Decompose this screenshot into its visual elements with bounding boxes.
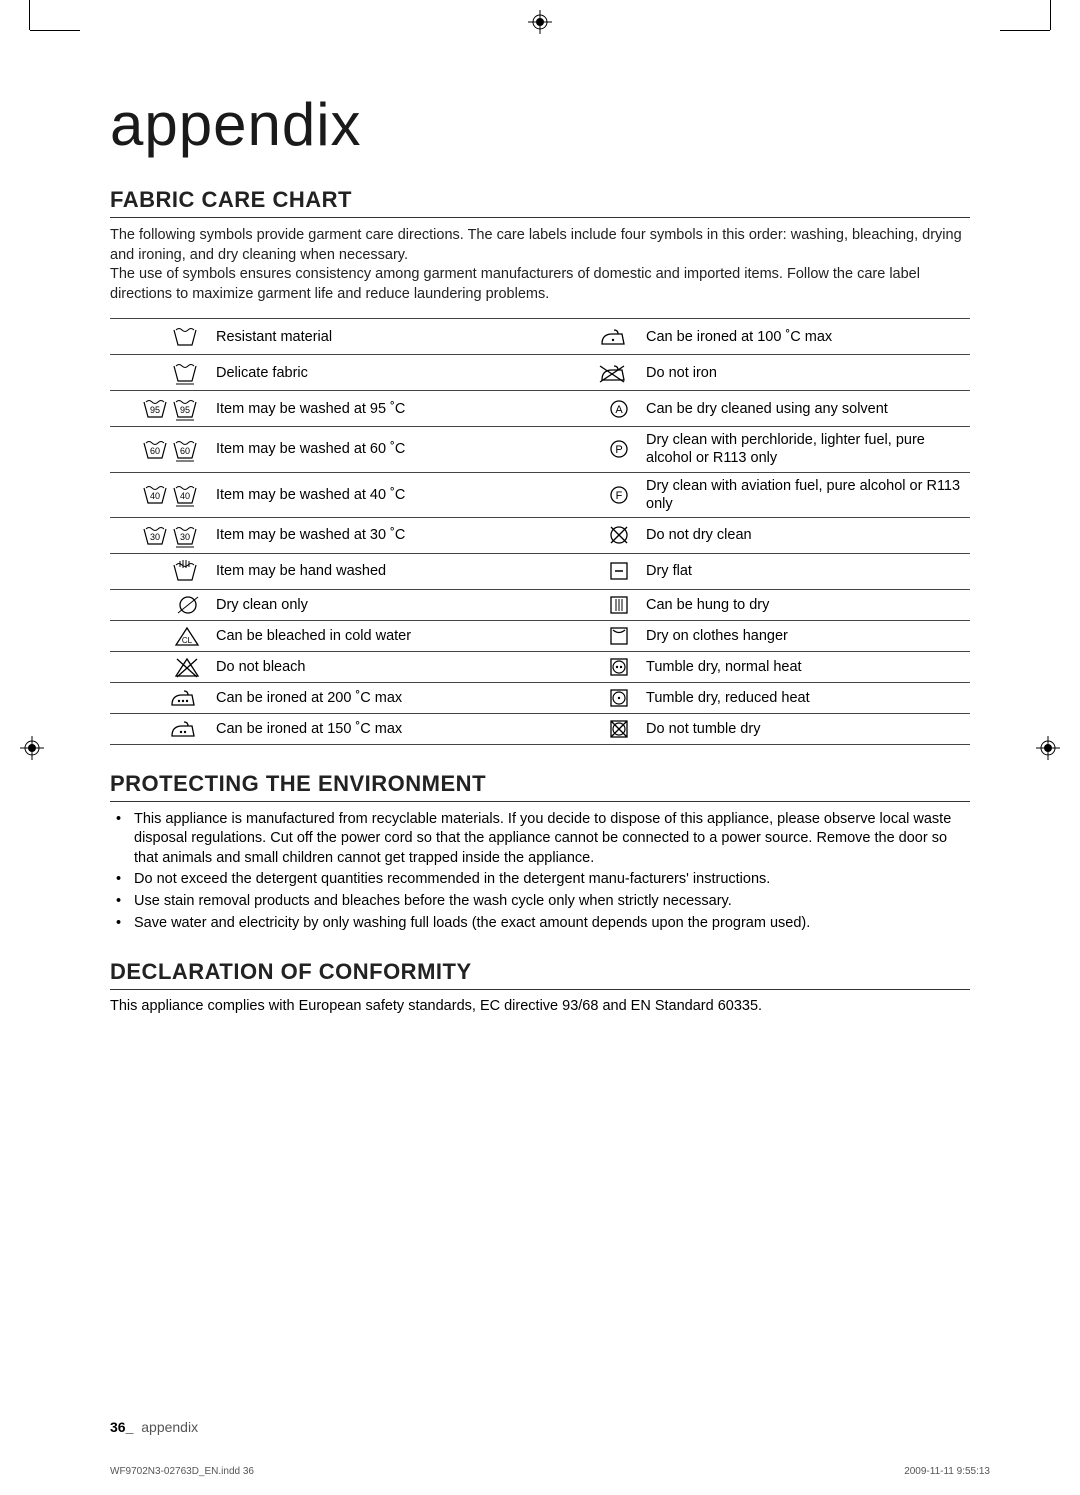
print-timestamp: 2009-11-11 9:55:13 (904, 1466, 990, 1477)
care-label: Can be ironed at 100 ˚C max (640, 319, 970, 355)
dryclean-f-icon: F (540, 472, 640, 517)
care-label: Dry clean only (210, 589, 540, 620)
care-label: Do not bleach (210, 651, 540, 682)
page-footer: 36_ appendix (110, 1419, 198, 1435)
fabric-care-chart: Resistant material Can be ironed at 100 … (110, 318, 970, 745)
svg-text:30: 30 (180, 532, 190, 542)
care-label: Do not tumble dry (640, 713, 970, 744)
care-label: Can be ironed at 200 ˚C max (210, 682, 540, 713)
care-label: Item may be washed at 95 ˚C (210, 391, 540, 427)
no-tumble-icon (540, 713, 640, 744)
svg-text:F: F (616, 490, 623, 502)
svg-text:40: 40 (150, 491, 160, 501)
table-row: Can be ironed at 150 ˚C max Do not tumbl… (110, 713, 970, 744)
fabric-care-heading: FABRIC CARE CHART (110, 187, 970, 213)
care-label: Dry flat (640, 553, 970, 589)
care-label: Dry clean with aviation fuel, pure alcoh… (640, 472, 970, 517)
environment-list: This appliance is manufactured from recy… (110, 810, 970, 933)
iron-100-icon (540, 319, 640, 355)
rule (110, 217, 970, 218)
care-label: Can be dry cleaned using any solvent (640, 391, 970, 427)
svg-text:CL: CL (182, 636, 193, 645)
page-content: appendix FABRIC CARE CHART The following… (110, 90, 970, 1014)
clothes-hanger-icon (540, 620, 640, 651)
crop-mark-icon (1000, 30, 1050, 31)
table-row: 40 40 Item may be washed at 40 ˚C F Dry c… (110, 472, 970, 517)
table-row: Do not bleach Tumble dry, normal heat (110, 651, 970, 682)
tub-delicate-icon (110, 355, 210, 391)
svg-text:95: 95 (150, 405, 160, 415)
dry-flat-icon (540, 553, 640, 589)
page-number: 36_ (110, 1419, 133, 1435)
table-row: Delicate fabric Do not iron (110, 355, 970, 391)
table-row: CL Can be bleached in cold water Dry on … (110, 620, 970, 651)
tumble-normal-icon (540, 651, 640, 682)
table-row: Resistant material Can be ironed at 100 … (110, 319, 970, 355)
svg-text:60: 60 (150, 446, 160, 456)
registration-mark-icon (528, 10, 552, 34)
crop-mark-icon (30, 30, 80, 31)
table-row: Dry clean only Can be hung to dry (110, 589, 970, 620)
environment-heading: PROTECTING THE ENVIRONMENT (110, 771, 970, 797)
tumble-reduced-icon (540, 682, 640, 713)
svg-text:A: A (615, 404, 623, 416)
bleach-ok-icon: CL (110, 620, 210, 651)
list-item: Save water and electricity by only washi… (110, 914, 970, 934)
svg-text:P: P (615, 444, 622, 456)
no-bleach-icon (110, 651, 210, 682)
hand-wash-icon (110, 553, 210, 589)
list-item: This appliance is manufactured from recy… (110, 810, 970, 869)
table-row: 60 60 Item may be washed at 60 ˚C P Dry c… (110, 427, 970, 472)
table-row: 30 30 Item may be washed at 30 ˚C Do not … (110, 517, 970, 553)
iron-150-icon (110, 713, 210, 744)
care-label: Do not dry clean (640, 517, 970, 553)
registration-mark-icon (1036, 736, 1060, 760)
tub-30-icon: 30 30 (110, 517, 210, 553)
rule (110, 801, 970, 802)
no-dryclean-icon (540, 517, 640, 553)
care-label: Item may be washed at 40 ˚C (210, 472, 540, 517)
list-item: Do not exceed the detergent quantities r… (110, 870, 970, 890)
care-label: Can be ironed at 150 ˚C max (210, 713, 540, 744)
tub-95-icon: 95 95 (110, 391, 210, 427)
hang-dry-icon (540, 589, 640, 620)
dryclean-only-icon (110, 589, 210, 620)
registration-mark-icon (20, 736, 44, 760)
declaration-heading: DECLARATION OF CONFORMITY (110, 959, 970, 985)
care-label: Dry on clothes hanger (640, 620, 970, 651)
tub-60-icon: 60 60 (110, 427, 210, 472)
tub-strong-icon (110, 319, 210, 355)
print-filename: WF9702N3-02763D_EN.indd 36 (110, 1466, 254, 1477)
care-label: Tumble dry, reduced heat (640, 682, 970, 713)
care-label: Item may be washed at 60 ˚C (210, 427, 540, 472)
fabric-care-intro: The following symbols provide garment ca… (110, 226, 970, 304)
care-label: Tumble dry, normal heat (640, 651, 970, 682)
print-footer: WF9702N3-02763D_EN.indd 36 2009-11-11 9:… (110, 1466, 990, 1477)
care-label: Delicate fabric (210, 355, 540, 391)
svg-text:60: 60 (180, 446, 190, 456)
dryclean-p-icon: P (540, 427, 640, 472)
table-row: Item may be hand washed Dry flat (110, 553, 970, 589)
care-label: Item may be hand washed (210, 553, 540, 589)
list-item: Use stain removal products and bleaches … (110, 892, 970, 912)
svg-text:40: 40 (180, 491, 190, 501)
care-label: Do not iron (640, 355, 970, 391)
svg-text:30: 30 (150, 532, 160, 542)
svg-text:95: 95 (180, 405, 190, 415)
page-title: appendix (110, 90, 970, 159)
table-row: Can be ironed at 200 ˚C max Tumble dry, … (110, 682, 970, 713)
dryclean-a-icon: A (540, 391, 640, 427)
care-label: Can be hung to dry (640, 589, 970, 620)
care-label: Dry clean with perchloride, lighter fuel… (640, 427, 970, 472)
footer-section: appendix (141, 1419, 198, 1435)
care-label: Can be bleached in cold water (210, 620, 540, 651)
no-iron-icon (540, 355, 640, 391)
tub-40-icon: 40 40 (110, 472, 210, 517)
iron-200-icon (110, 682, 210, 713)
rule (110, 989, 970, 990)
care-label: Item may be washed at 30 ˚C (210, 517, 540, 553)
declaration-text: This appliance complies with European sa… (110, 998, 970, 1014)
care-label: Resistant material (210, 319, 540, 355)
table-row: 95 95 Item may be washed at 95 ˚C A Can b… (110, 391, 970, 427)
